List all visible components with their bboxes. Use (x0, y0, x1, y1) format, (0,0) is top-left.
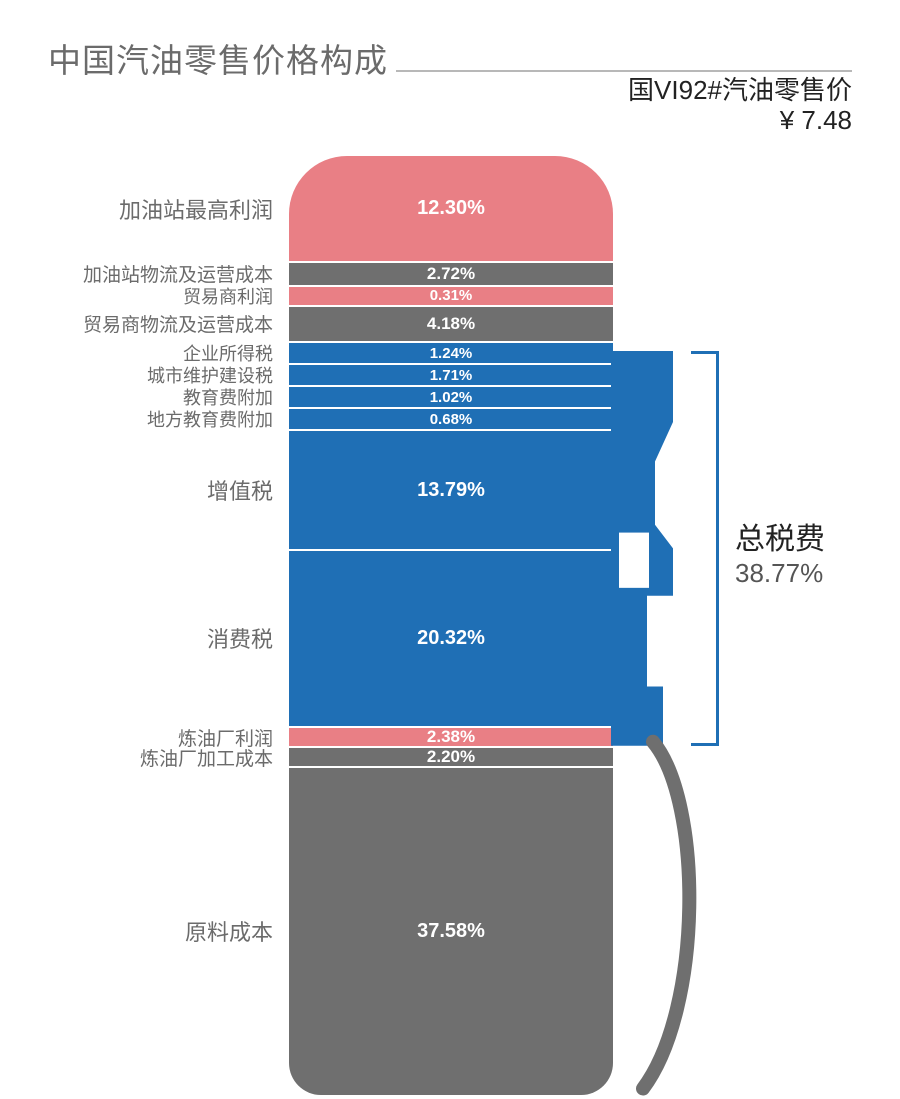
segment-pct: 2.20% (427, 747, 475, 767)
segment-edu_fee: 教育费附加1.02% (289, 387, 613, 409)
segment-pct: 37.58% (417, 920, 485, 943)
total-tax-value: 38.77% (735, 558, 825, 589)
segment-station_profit: 加油站最高利润12.30% (289, 156, 613, 263)
segment-label: 贸易商利润 (183, 283, 273, 309)
segment-consumption_tax: 消费税20.32% (289, 551, 613, 728)
tax-bracket-label: 总税费 38.77% (735, 514, 825, 589)
segment-pct: 1.71% (430, 367, 473, 384)
stacked-bar: 加油站最高利润12.30%加油站物流及运营成本2.72%贸易商利润0.31%贸易… (289, 156, 613, 1095)
segment-trader_opex: 贸易商物流及运营成本4.18% (289, 307, 613, 343)
segment-vat: 增值税13.79% (289, 431, 613, 551)
segment-label: 增值税 (207, 474, 273, 506)
segment-raw_material: 原料成本37.58% (289, 768, 613, 1095)
segment-station_opex: 加油站物流及运营成本2.72% (289, 263, 613, 287)
segment-corp_tax: 企业所得税1.24% (289, 343, 613, 365)
segment-pct: 12.30% (417, 197, 485, 220)
segment-pct: 1.02% (430, 389, 473, 406)
segment-pct: 1.24% (430, 345, 473, 362)
subtitle-price: ¥ 7.48 (628, 106, 852, 136)
segment-pct: 0.31% (430, 287, 473, 304)
title-underline (396, 70, 852, 72)
segment-refinery_profit: 炼油厂利润2.38% (289, 728, 613, 749)
segment-local_edu_fee: 地方教育费附加0.68% (289, 409, 613, 431)
subtitle-block: 国VI92#汽油零售价 ¥ 7.48 (628, 76, 852, 136)
segment-label: 炼油厂加工成本 (140, 744, 273, 771)
segment-pct: 2.38% (427, 727, 475, 747)
gas-price-chart: 中国汽油零售价格构成 国VI92#汽油零售价 ¥ 7.48 加油站最高利润12.… (0, 0, 900, 1070)
segment-label: 加油站最高利润 (119, 193, 273, 225)
total-tax-label: 总税费 (735, 514, 825, 558)
segment-pct: 2.72% (427, 264, 475, 284)
subtitle-product: 国VI92#汽油零售价 (628, 76, 852, 106)
segment-label: 消费税 (207, 622, 273, 654)
segment-label: 贸易商物流及运营成本 (83, 310, 273, 337)
tax-bracket (691, 351, 719, 746)
chart-title: 中国汽油零售价格构成 (48, 34, 388, 82)
segment-trader_profit: 贸易商利润0.31% (289, 287, 613, 307)
segment-label: 原料成本 (185, 915, 273, 947)
segment-pct: 20.32% (417, 627, 485, 650)
segment-pct: 0.68% (430, 411, 473, 428)
segment-refinery_cost: 炼油厂加工成本2.20% (289, 748, 613, 767)
segment-pct: 4.18% (427, 314, 475, 334)
segment-label: 地方教育费附加 (147, 406, 273, 432)
segment-city_tax: 城市维护建设税1.71% (289, 365, 613, 387)
segment-pct: 13.79% (417, 479, 485, 502)
